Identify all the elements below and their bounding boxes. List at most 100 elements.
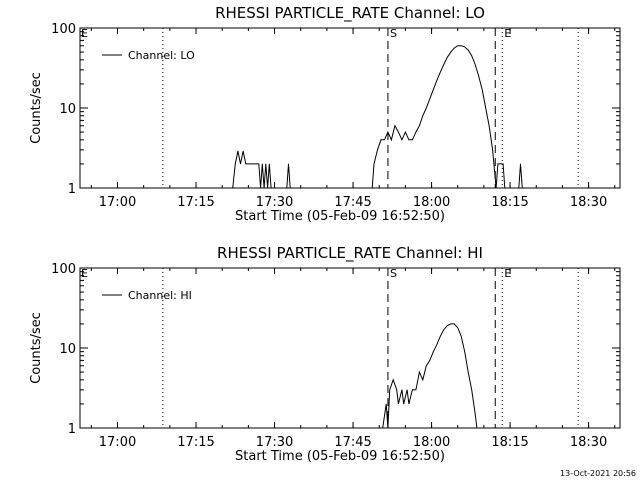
data-point — [440, 71, 441, 73]
y-tick-label: 10 — [59, 342, 76, 357]
data-point — [488, 125, 490, 126]
event-marker-label: S — [390, 27, 397, 40]
data-point — [504, 187, 506, 189]
data-point — [265, 163, 267, 165]
data-point — [384, 139, 385, 141]
data-point — [245, 163, 247, 165]
data-point — [385, 403, 387, 405]
data-point — [398, 131, 399, 133]
data-point — [242, 150, 244, 152]
data-point — [371, 187, 373, 189]
data-point — [263, 187, 265, 189]
data-point — [377, 149, 378, 151]
data-point — [464, 351, 466, 353]
series-line — [232, 45, 523, 189]
event-marker-label: E — [504, 267, 511, 280]
data-point — [450, 51, 452, 53]
x-tick-label: 17:30 — [256, 195, 293, 210]
data-point — [237, 150, 239, 152]
data-point — [415, 389, 417, 391]
data-point — [419, 371, 420, 373]
y-tick-label: 1 — [68, 422, 76, 437]
x-tick-label: 17:30 — [256, 435, 293, 450]
data-point — [471, 55, 473, 56]
data-point — [401, 139, 403, 141]
data-point — [382, 427, 384, 429]
data-point — [412, 139, 413, 141]
x-tick-label: 18:00 — [413, 435, 450, 450]
data-point — [401, 389, 403, 391]
y-tick-label: 100 — [51, 262, 76, 277]
x-tick-label: 18:15 — [491, 435, 528, 450]
data-point — [433, 89, 434, 90]
data-point — [406, 389, 408, 391]
data-point — [436, 80, 438, 81]
generation-timestamp: 13-Oct-2021 20:56 — [560, 469, 636, 478]
x-tick-label: 18:30 — [570, 435, 607, 450]
data-point — [422, 115, 424, 117]
data-point — [412, 389, 413, 391]
data-point — [429, 98, 431, 100]
data-point — [433, 351, 434, 353]
data-point — [289, 187, 291, 189]
data-point — [260, 187, 261, 189]
data-point — [464, 46, 466, 48]
data-point — [387, 131, 389, 133]
data-point — [429, 360, 431, 361]
data-point — [235, 163, 236, 165]
data-point — [474, 64, 476, 65]
y-tick-label: 1 — [68, 182, 76, 197]
data-point — [436, 344, 438, 346]
x-tick-label: 17:00 — [99, 435, 136, 450]
y-tick-label: 10 — [59, 102, 76, 117]
data-point — [467, 371, 469, 373]
series-line — [382, 323, 478, 429]
data-point — [267, 187, 268, 189]
data-point — [481, 89, 483, 90]
corner-label: E — [81, 267, 88, 280]
data-point — [288, 163, 289, 165]
data-point — [497, 163, 499, 165]
data-point — [447, 325, 448, 327]
data-point — [396, 389, 398, 391]
data-point — [380, 139, 382, 141]
data-point — [467, 49, 469, 51]
data-point — [485, 107, 487, 109]
data-point — [373, 163, 375, 165]
corner-label: E — [81, 27, 88, 40]
x-tick-label: 18:30 — [570, 195, 607, 210]
data-point — [398, 403, 399, 405]
data-point — [389, 389, 391, 391]
x-tick-label: 18:15 — [491, 195, 528, 210]
data-point — [453, 323, 455, 325]
chart-title: RHESSI PARTICLE_RATE Channel: HI — [217, 244, 483, 263]
legend-label: Channel: LO — [128, 49, 195, 62]
data-point — [460, 336, 462, 337]
data-point — [419, 125, 420, 126]
data-point — [457, 327, 459, 328]
chart-panel-2: RHESSI PARTICLE_RATE Channel: HI 17:00 17:… — [29, 244, 621, 464]
chart-panel-1: RHESSI PARTICLE_RATE Channel: LO 17:00 17:… — [29, 4, 621, 224]
data-point — [502, 163, 504, 165]
data-point — [394, 125, 396, 126]
data-point — [518, 187, 520, 189]
data-point — [403, 403, 405, 405]
data-point — [415, 131, 417, 133]
y-axis-label: Counts/sec — [29, 72, 44, 144]
data-point — [520, 163, 521, 165]
x-tick-label: 17:00 — [99, 195, 136, 210]
legend-label: Channel: HI — [128, 289, 192, 302]
data-point — [270, 187, 272, 189]
data-point — [492, 149, 493, 151]
data-point — [258, 163, 260, 165]
data-point — [447, 57, 448, 58]
data-point — [253, 163, 254, 165]
y-tick-label: 100 — [51, 22, 76, 37]
data-point — [495, 187, 497, 189]
data-point — [262, 163, 263, 165]
data-point — [426, 107, 427, 109]
x-tick-label: 17:15 — [177, 195, 214, 210]
event-marker-label: S — [390, 267, 397, 280]
data-point — [255, 163, 257, 165]
data-point — [440, 336, 441, 337]
